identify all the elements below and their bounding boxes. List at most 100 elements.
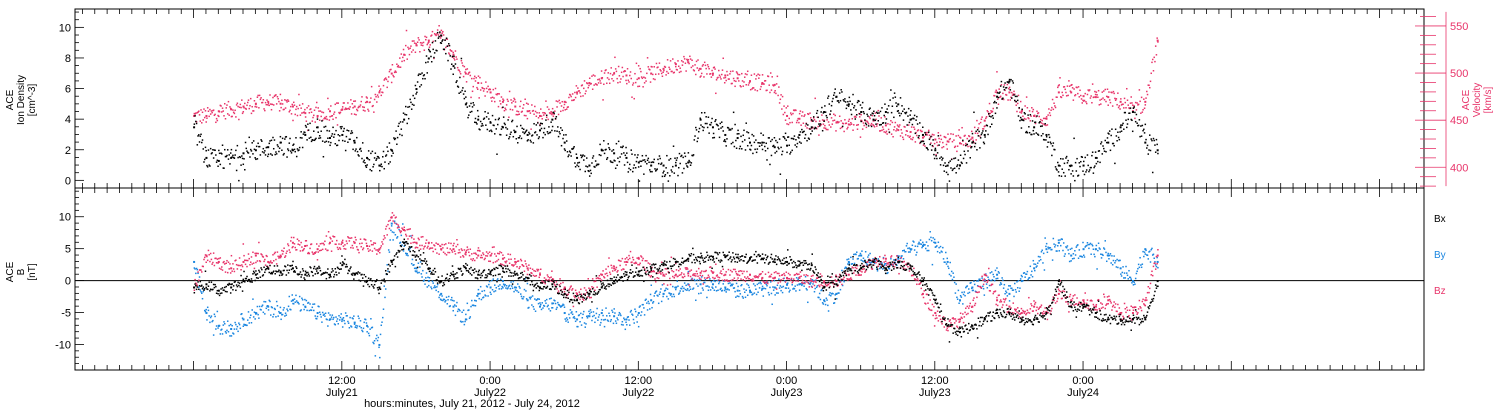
data-point [693,70,696,72]
data-point [555,308,558,311]
top-right-ylabel-line: Velocity [1472,83,1483,117]
data-point [626,82,628,85]
data-point [255,145,258,148]
data-point [414,84,417,87]
data-point [554,117,557,120]
data-point [744,296,747,299]
data-point [649,81,652,83]
data-point [1030,274,1032,276]
data-point [1145,97,1147,99]
data-point [533,308,535,310]
data-point [567,155,569,158]
data-point [764,79,767,82]
data-point [279,135,282,138]
data-point [354,236,357,239]
data-point [865,126,868,129]
data-point [821,114,823,116]
data-point [600,321,602,324]
data-point [833,119,836,121]
data-point [302,249,305,251]
data-point [416,81,419,83]
data-point [602,314,604,317]
data-point [919,122,921,124]
data-point [206,259,209,262]
data-point [700,112,703,114]
data-point [909,130,912,133]
data-point [468,105,471,107]
data-point [477,81,480,84]
data-point [915,119,917,121]
data-point [560,110,562,113]
data-point [242,318,245,321]
data-point [391,231,394,233]
data-point [1094,151,1097,153]
data-point [221,144,224,146]
data-point [479,285,482,288]
data-point [1005,94,1008,96]
data-point [383,285,385,287]
data-point [241,155,243,157]
data-point [677,293,680,295]
data-point [789,121,791,124]
data-point [850,121,852,124]
data-point [968,140,970,143]
data-point [998,88,1000,90]
data-point [994,112,997,115]
data-point [603,140,605,142]
data-point [606,315,608,317]
data-point [354,100,357,102]
data-point [1132,107,1135,110]
data-point [387,162,390,165]
data-point [298,93,300,96]
data-point [369,168,371,171]
data-point [1033,126,1036,129]
data-point [873,115,876,117]
data-point [1064,175,1066,177]
data-point [262,147,265,150]
data-point [309,247,311,250]
data-point [271,262,273,264]
data-point [324,312,327,315]
data-point [735,139,737,142]
data-point [761,144,763,146]
data-point [699,76,701,78]
data-point [1128,269,1130,272]
data-point [910,138,912,140]
data-point [748,82,750,84]
data-point [452,65,455,68]
data-point [740,284,742,287]
data-point [826,119,828,121]
data-point [786,114,789,117]
data-point [388,251,391,253]
data-point [753,141,756,144]
data-point [437,34,440,36]
data-point [682,290,684,292]
data-point [1002,279,1004,282]
data-point [266,255,268,258]
data-point [677,285,679,287]
data-point [856,101,859,104]
data-point [977,127,980,129]
data-point [609,320,612,323]
data-point [916,245,919,248]
data-point [760,85,762,88]
data-point [1074,254,1077,256]
data-point [833,92,836,94]
data-point [477,75,480,77]
data-point [1072,99,1075,101]
data-point [887,128,890,131]
data-point [645,80,647,82]
data-point [600,70,603,72]
data-point [937,132,940,134]
data-point [300,131,302,133]
data-point [205,261,207,264]
data-point [755,139,757,141]
data-point [446,38,449,40]
data-point [407,48,410,50]
data-point [1137,103,1140,106]
data-point [564,149,566,152]
data-point [1071,258,1074,260]
data-point [772,144,775,147]
data-point [506,128,509,130]
data-point [1013,295,1015,298]
